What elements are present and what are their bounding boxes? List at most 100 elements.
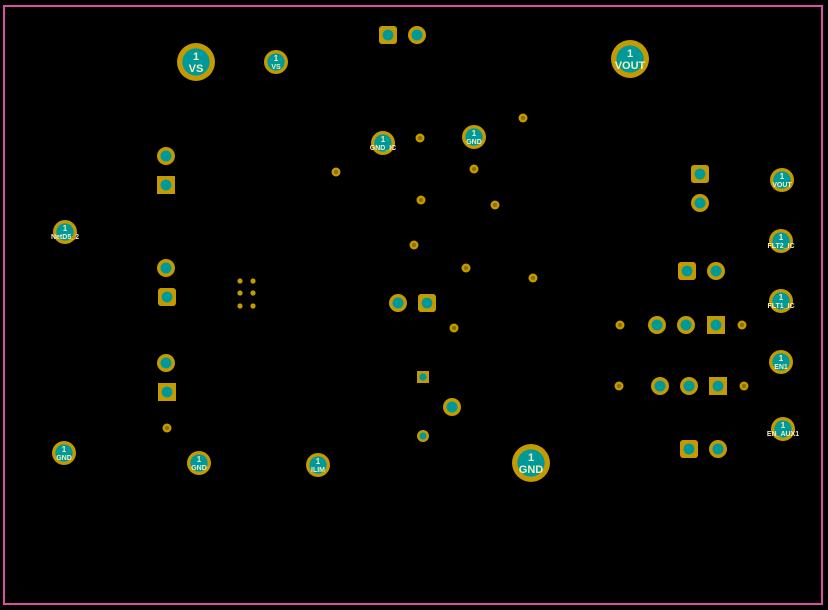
- via[interactable]: [409, 240, 419, 250]
- via[interactable]: [518, 113, 528, 123]
- pad-net-name: NetD5_2: [51, 234, 79, 241]
- via[interactable]: [331, 167, 341, 177]
- pad-drill: [160, 150, 172, 162]
- pad-net-name: GND: [56, 455, 72, 462]
- pad-drill: [161, 386, 173, 398]
- pad-drill: [712, 443, 724, 455]
- labeled-pad[interactable]: 1VS: [177, 43, 215, 81]
- via-drill: [472, 167, 476, 171]
- pad-drill: [419, 432, 427, 440]
- via[interactable]: [416, 195, 426, 205]
- via-drill: [334, 170, 338, 174]
- through-hole-pad[interactable]: [709, 440, 727, 458]
- through-hole-pad[interactable]: [680, 377, 698, 395]
- pad-drill: [374, 134, 392, 152]
- pad-drill: [773, 171, 791, 189]
- via[interactable]: [490, 200, 500, 210]
- via[interactable]: [614, 381, 624, 391]
- through-hole-pad[interactable]: [443, 398, 461, 416]
- through-hole-pad[interactable]: [707, 262, 725, 280]
- via[interactable]: [615, 320, 625, 330]
- square-pad[interactable]: [158, 288, 176, 306]
- square-pad[interactable]: [680, 440, 698, 458]
- via-drill: [618, 323, 622, 327]
- through-hole-pad[interactable]: [157, 354, 175, 372]
- square-pad[interactable]: [678, 262, 696, 280]
- via[interactable]: [461, 263, 471, 273]
- via-drill: [418, 136, 422, 140]
- through-hole-pad[interactable]: [691, 194, 709, 212]
- square-pad[interactable]: [158, 383, 176, 401]
- smd-pad[interactable]: [237, 290, 243, 296]
- through-hole-pad[interactable]: [651, 377, 669, 395]
- labeled-pad[interactable]: 1EN_AUX1: [767, 417, 799, 441]
- via[interactable]: [162, 423, 172, 433]
- pad-pin-number: 1: [62, 445, 67, 454]
- via-drill: [531, 276, 535, 280]
- pad-pin-number: 1: [472, 129, 477, 138]
- pad-net-name: EN_AUX1: [767, 431, 799, 438]
- pad-pin-number: 1: [779, 354, 784, 363]
- pad-drill: [182, 48, 210, 76]
- via[interactable]: [449, 323, 459, 333]
- pad-pin-number: 1: [627, 48, 633, 60]
- square-pad[interactable]: [707, 316, 725, 334]
- pad-pin-number: 1: [528, 452, 534, 464]
- through-hole-pad[interactable]: [648, 316, 666, 334]
- through-hole-pad[interactable]: [417, 430, 429, 442]
- via[interactable]: [737, 320, 747, 330]
- pad-drill: [267, 53, 285, 71]
- square-pad[interactable]: [157, 176, 175, 194]
- pad-drill: [712, 380, 724, 392]
- pad-drill: [683, 380, 695, 392]
- square-pad[interactable]: [709, 377, 727, 395]
- pad-pin-number: 1: [779, 293, 784, 302]
- through-hole-pad[interactable]: [408, 26, 426, 44]
- pad-drill: [694, 168, 706, 180]
- pad-drill: [56, 223, 74, 241]
- via-drill: [452, 326, 456, 330]
- pad-pin-number: 1: [381, 135, 386, 144]
- pad-net-name: FLT2_IC: [767, 243, 794, 250]
- smd-pad[interactable]: [237, 278, 243, 284]
- pad-net-name: VS: [189, 63, 204, 75]
- pad-net-name: GND_IC: [370, 145, 396, 152]
- via[interactable]: [739, 381, 749, 391]
- via[interactable]: [415, 133, 425, 143]
- smd-pad[interactable]: [250, 303, 256, 309]
- via-drill: [419, 198, 423, 202]
- pad-pin-number: 1: [193, 51, 199, 63]
- through-hole-pad[interactable]: [389, 294, 407, 312]
- pad-drill: [772, 353, 790, 371]
- labeled-pad[interactable]: 1VS: [264, 50, 288, 74]
- via[interactable]: [528, 273, 538, 283]
- square-pad[interactable]: [691, 165, 709, 183]
- pad-drill: [446, 401, 458, 413]
- square-pad[interactable]: [417, 371, 429, 383]
- square-pad[interactable]: [379, 26, 397, 44]
- through-hole-pad[interactable]: [677, 316, 695, 334]
- pad-pin-number: 1: [780, 172, 785, 181]
- pad-pin-number: 1: [274, 54, 279, 63]
- smd-pad[interactable]: [237, 303, 243, 309]
- square-pad[interactable]: [418, 294, 436, 312]
- through-hole-pad[interactable]: [157, 147, 175, 165]
- smd-pad[interactable]: [250, 290, 256, 296]
- through-hole-pad[interactable]: [157, 259, 175, 277]
- pad-drill: [616, 45, 644, 73]
- smd-pad[interactable]: [250, 278, 256, 284]
- via[interactable]: [469, 164, 479, 174]
